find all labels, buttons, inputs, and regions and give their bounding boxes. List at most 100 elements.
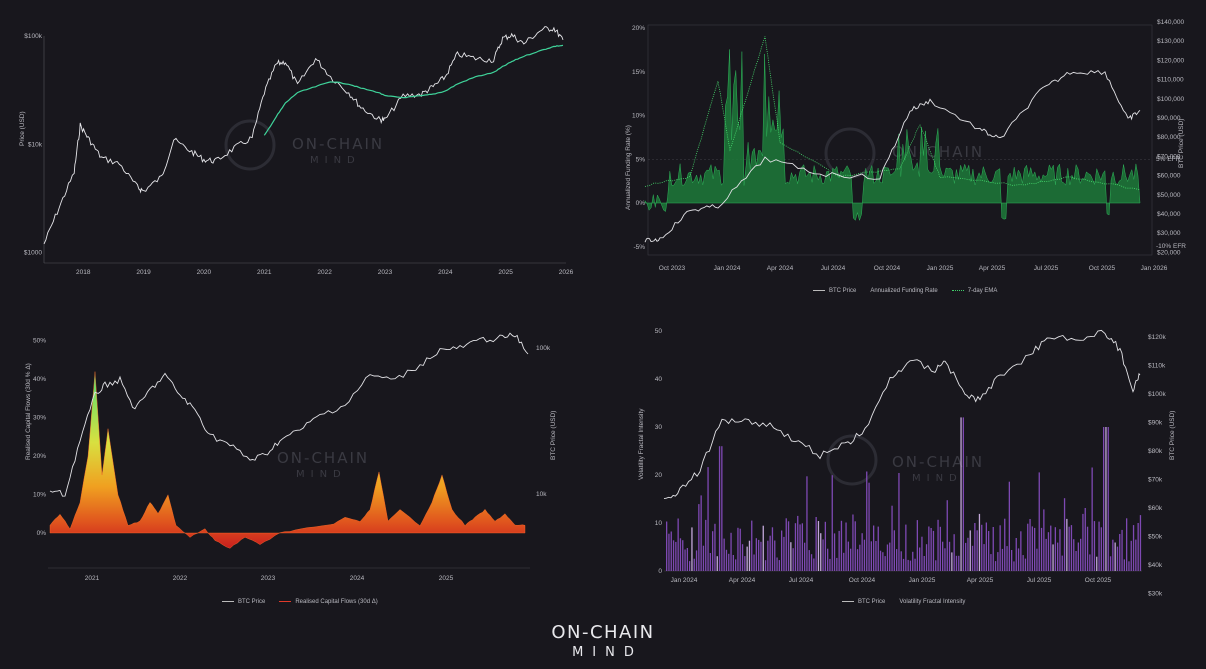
series-bar-volatility — [1100, 527, 1102, 571]
plot-frame — [647, 24, 1153, 256]
legend-item-btc-price: BTC Price — [813, 288, 856, 294]
y2-tick-label: $90k — [1148, 420, 1163, 427]
series-bar-volatility — [896, 549, 898, 571]
series-bar-volatility — [815, 517, 817, 571]
series-bar-volatility — [1091, 467, 1093, 571]
x-tick-label: Apr 2024 — [729, 577, 756, 584]
series-bar-volatility — [889, 542, 891, 571]
series-bar-volatility — [997, 552, 999, 571]
x-tick-label: Jul 2024 — [821, 265, 846, 272]
series-bar-volatility — [799, 524, 801, 571]
series-bar-volatility — [1059, 529, 1061, 571]
series-bar-volatility — [783, 536, 785, 571]
x-tick-label: Oct 2024 — [874, 265, 901, 272]
series-bar-volatility — [730, 532, 732, 571]
series-bar-volatility — [1052, 544, 1054, 571]
series-bar-volatility — [769, 535, 771, 571]
chart-panel-funding-rate: Annualized Funding Rate (%) BTC Price (U… — [600, 0, 1206, 310]
series-bar-volatility — [1109, 556, 1112, 571]
series-bar-volatility — [778, 560, 780, 571]
series-bar-volatility — [790, 542, 792, 571]
series-bar-volatility — [944, 548, 946, 571]
x-tick-label: 2021 — [257, 269, 272, 276]
series-bar-volatility — [721, 446, 723, 571]
series-bar-volatility — [962, 417, 964, 571]
series-bar-volatility — [1119, 534, 1121, 571]
series-bar-volatility — [1001, 548, 1004, 571]
series-bar-volatility — [840, 520, 843, 571]
series-bar-volatility — [1073, 539, 1075, 571]
series-bar-volatility — [1008, 481, 1010, 571]
y-tick-label: 50% — [33, 338, 46, 345]
series-bar-volatility — [666, 521, 668, 571]
series-bar-volatility — [992, 527, 994, 571]
y-axis-title: Annualized Funding Rate (%) — [625, 125, 632, 210]
series-bar-volatility — [824, 521, 826, 571]
series-bar-volatility — [971, 545, 974, 571]
series-bar-volatility — [1068, 526, 1070, 571]
series-bar-volatility — [771, 527, 774, 571]
series-bar-volatility — [990, 554, 992, 571]
series-bar-volatility — [1084, 508, 1086, 571]
x-tick-label: 2024 — [350, 575, 365, 582]
series-bar-volatility — [1034, 527, 1036, 571]
series-bar-volatility — [682, 540, 684, 571]
legend: BTC Price Realised Capital Flows (30d Δ) — [222, 599, 378, 605]
series-bar-volatility — [1004, 518, 1006, 571]
series-bar-volatility — [1128, 561, 1130, 571]
series-bar-volatility — [882, 552, 884, 571]
series-bar-volatility — [1116, 546, 1119, 571]
y2-tick-label: $90,000 — [1157, 115, 1181, 122]
x-tick-label: 2025 — [498, 269, 513, 276]
series-bar-volatility — [764, 560, 767, 571]
series-bar-volatility — [712, 531, 714, 571]
x-tick-label: Jan 2024 — [714, 265, 741, 272]
series-bar-volatility — [937, 519, 939, 571]
series-bar-volatility — [732, 555, 734, 571]
series-bar-volatility — [675, 541, 677, 571]
x-tick-label: 2025 — [439, 575, 454, 582]
series-bar-volatility — [919, 547, 921, 571]
series-bar-volatility — [923, 556, 925, 571]
series-bar-volatility — [912, 551, 914, 571]
series-line-btc-price — [49, 332, 529, 497]
series-bar-volatility — [1038, 472, 1040, 571]
series-bar-volatility — [822, 539, 824, 571]
series-bar-volatility — [748, 540, 751, 571]
series-bar-volatility — [813, 558, 815, 571]
series-bar-volatility — [1031, 526, 1033, 571]
series-bar-volatility — [714, 523, 716, 571]
y-tick-label: -5% — [633, 244, 645, 251]
x-tick-label: Jul 2025 — [1027, 577, 1052, 584]
x-tick-label: Jan 2025 — [909, 577, 936, 584]
y2-tick-label: $30k — [1148, 591, 1163, 598]
brand-title: ON-CHAIN — [551, 622, 655, 643]
series-bar-volatility — [928, 526, 930, 571]
series-bar-volatility — [1066, 518, 1068, 571]
y-tick-label: 0 — [658, 568, 662, 575]
series-bar-volatility — [785, 518, 787, 571]
watermark-logo-icon — [224, 119, 276, 171]
series-bar-volatility — [762, 525, 764, 571]
y2-tick-label: $70,000 — [1157, 153, 1181, 160]
series-bar-volatility — [969, 530, 971, 571]
series-bar-volatility — [994, 561, 997, 571]
series-bar-volatility — [753, 554, 755, 571]
legend-swatch — [222, 600, 234, 602]
x-tick-label: Oct 2023 — [659, 265, 686, 272]
series-bar-volatility — [1057, 542, 1059, 571]
y2-tick-label: $110,000 — [1157, 77, 1184, 84]
legend: BTC Price Volatility Fractal Intensity — [842, 599, 965, 605]
series-bar-volatility — [1047, 532, 1050, 571]
series-bar-volatility — [861, 533, 863, 571]
series-area-funding-rate — [644, 49, 1141, 222]
series-bar-volatility — [1006, 546, 1008, 571]
y2-axis-title: BTC Price (USD) — [1178, 119, 1185, 168]
series-bar-volatility — [1089, 554, 1091, 571]
watermark-subtext: MIND — [310, 155, 361, 166]
y-tick-label: 20% — [33, 453, 46, 460]
y2-tick-label: $50k — [1148, 534, 1163, 541]
series-bar-volatility — [1075, 551, 1077, 571]
series-bar-volatility — [1137, 523, 1139, 571]
y2-tick-label: $130,000 — [1157, 38, 1184, 45]
